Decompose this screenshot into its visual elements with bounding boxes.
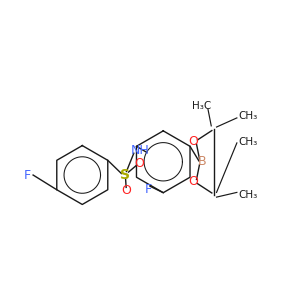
Text: S: S bbox=[120, 168, 130, 182]
Text: CH₃: CH₃ bbox=[238, 111, 258, 121]
Text: CH₃: CH₃ bbox=[238, 137, 258, 147]
Text: O: O bbox=[189, 135, 199, 148]
Text: F: F bbox=[24, 169, 32, 182]
Text: CH₃: CH₃ bbox=[238, 190, 258, 200]
Text: B: B bbox=[198, 155, 207, 168]
Text: O: O bbox=[121, 184, 131, 197]
Text: F: F bbox=[145, 183, 152, 196]
Text: H₃C: H₃C bbox=[192, 101, 211, 111]
Text: NH: NH bbox=[131, 144, 150, 158]
Text: O: O bbox=[134, 157, 144, 170]
Text: O: O bbox=[189, 175, 199, 188]
